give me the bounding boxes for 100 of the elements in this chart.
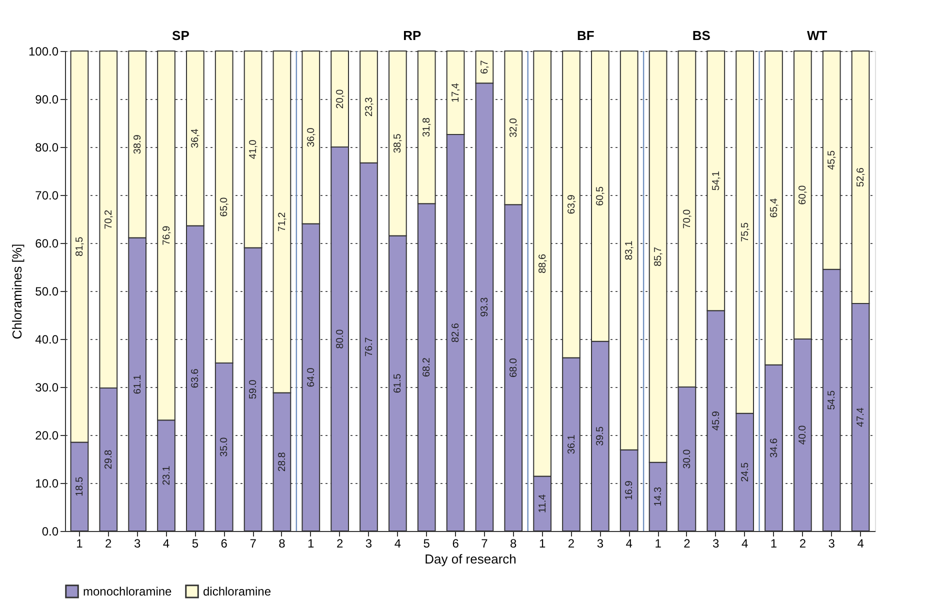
data-label: 14.3: [653, 486, 664, 506]
x-tick-label: 3: [365, 536, 372, 550]
data-label: 63.6: [190, 368, 202, 388]
x-tick-label: 6: [220, 536, 228, 550]
data-label: 60,0: [798, 184, 809, 205]
x-tick-label: 4: [162, 536, 170, 550]
data-label: 60,5: [595, 186, 606, 206]
x-tick-label: 4: [394, 536, 402, 550]
data-label: 63,9: [566, 194, 578, 214]
x-tick-label: 4: [741, 536, 748, 550]
data-label: 38.9: [132, 134, 144, 154]
y-tick-label: 20.0: [35, 428, 59, 442]
data-label: 47.4: [856, 407, 867, 427]
data-label: 75,5: [740, 222, 751, 242]
data-label: 6,7: [479, 60, 490, 74]
data-label: 34.6: [768, 438, 780, 458]
x-tick-label: 5: [423, 536, 430, 550]
y-tick-label: 60.0: [35, 236, 59, 250]
data-label: 68.2: [422, 357, 433, 378]
x-tick-label: 1: [770, 536, 778, 550]
data-label: 76.7: [364, 336, 375, 357]
data-label: 20,0: [334, 88, 346, 109]
data-label: 31,8: [422, 117, 433, 138]
data-label: 54.5: [826, 390, 838, 410]
data-label: 23,3: [364, 96, 375, 117]
x-tick-label: 3: [134, 536, 141, 550]
data-label: 68.0: [508, 358, 520, 378]
data-label: 11.4: [537, 494, 548, 514]
x-tick-label: 1: [538, 536, 546, 550]
y-tick-label: 80.0: [35, 140, 59, 154]
text: BF: [577, 28, 594, 43]
data-label: 64.0: [306, 367, 317, 388]
y-tick-label: 100.0: [28, 44, 59, 58]
data-label: 32,0: [508, 118, 520, 138]
x-tick-label: 2: [799, 536, 806, 550]
x-tick-label: 1: [308, 536, 315, 550]
x-tick-label: 6: [452, 536, 460, 550]
data-label: 70,0: [682, 208, 693, 229]
x-tick-label: 3: [828, 536, 836, 550]
data-label: 41,0: [248, 139, 260, 160]
text: SP: [172, 28, 190, 43]
data-label: 61.5: [392, 373, 404, 394]
data-label: 38,5: [392, 133, 404, 154]
text: BS: [692, 28, 711, 43]
y-tick-label: 40.0: [35, 332, 59, 346]
data-label: 36,0: [306, 127, 317, 148]
y-tick-label: 50.0: [35, 284, 59, 298]
y-tick-label: 0.0: [42, 524, 59, 538]
data-label: 40.0: [798, 424, 809, 445]
data-label: 54,1: [710, 170, 722, 191]
data-label: 70,2: [103, 209, 114, 230]
data-label: 45.9: [710, 410, 722, 431]
data-label: 24.5: [740, 462, 751, 482]
x-tick-label: 7: [481, 536, 488, 550]
data-label: 36,4: [190, 128, 202, 148]
y-tick-label: 90.0: [35, 92, 59, 106]
data-label: 52,6: [856, 167, 867, 187]
data-label: 80.0: [334, 328, 346, 349]
x-tick-label: 1: [76, 536, 84, 550]
x-tick-label: 1: [654, 536, 662, 550]
text: WT: [807, 28, 828, 43]
x-tick-label: 8: [278, 536, 286, 550]
x-tick-label: 4: [857, 536, 864, 550]
data-label: 71,2: [276, 212, 288, 232]
data-label: 18.5: [74, 476, 86, 496]
data-label: 81,5: [74, 236, 86, 256]
x-tick-label: 8: [510, 536, 518, 550]
data-label: 83,1: [624, 240, 636, 260]
x-tick-label: 7: [250, 536, 257, 550]
x-tick-label: 5: [192, 536, 199, 550]
data-label: 39.5: [595, 426, 606, 446]
data-label: 17,4: [450, 82, 462, 102]
y-tick-label: 70.0: [35, 188, 59, 202]
legend-label: monochloramine: [83, 584, 172, 598]
data-label: 82.6: [450, 322, 462, 342]
x-tick-label: 2: [105, 536, 112, 550]
x-axis-title: Day of research: [424, 552, 516, 566]
data-label: 29.8: [103, 449, 114, 470]
data-label: 59.0: [248, 379, 260, 400]
data-label: 93.3: [479, 296, 490, 317]
data-label: 61.1: [132, 374, 144, 394]
legend-label: dichloramine: [203, 584, 272, 598]
data-label: 36.1: [566, 434, 578, 454]
data-label: 88,6: [537, 253, 548, 274]
data-label: 85,7: [653, 246, 664, 266]
data-label: 45,5: [826, 150, 838, 170]
data-label: 76,9: [161, 225, 172, 246]
x-tick-label: 3: [596, 536, 604, 550]
text: RP: [403, 28, 422, 43]
x-tick-label: 3: [712, 536, 720, 550]
y-tick-label: 10.0: [35, 476, 59, 490]
x-tick-label: 2: [336, 536, 344, 550]
data-label: 35.0: [219, 436, 230, 457]
x-tick-label: 2: [684, 536, 691, 550]
data-label: 65,4: [768, 198, 780, 218]
y-axis-title: Chloramines [%]: [9, 244, 24, 340]
y-tick-label: 30.0: [35, 380, 59, 394]
data-label: 16.9: [624, 480, 636, 500]
data-label: 65,0: [219, 196, 230, 217]
data-label: 30.0: [682, 448, 693, 469]
